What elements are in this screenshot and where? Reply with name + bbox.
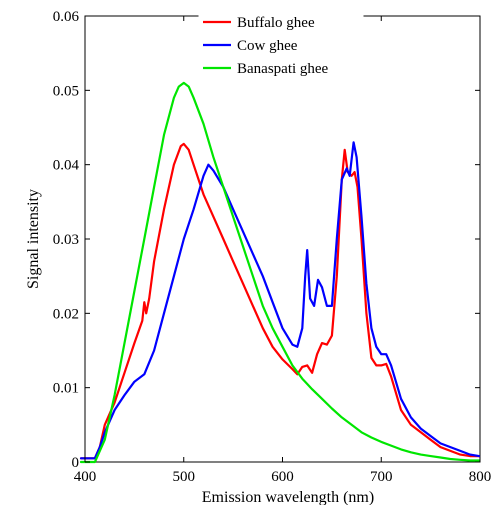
y-tick-label: 0.02 — [53, 306, 79, 322]
x-tick-label: 500 — [173, 469, 196, 485]
x-tick-label: 700 — [370, 469, 393, 485]
series-layer — [79, 81, 481, 464]
series-line-1 — [79, 142, 481, 460]
y-tick-label: 0.03 — [53, 232, 79, 248]
legend: Buffalo ghee Cow ghee Banaspati ghee — [198, 7, 364, 90]
y-tick-label: 0.04 — [53, 158, 80, 174]
y-axis-title: Signal intensity — [25, 189, 42, 289]
plot-area — [84, 15, 481, 463]
y-tick-label: 0.06 — [53, 9, 80, 25]
y-tick-labels: 0 0.01 0.02 0.03 0.04 0.05 0.06 — [53, 9, 80, 471]
legend-label: Buffalo ghee — [237, 15, 315, 31]
x-axis-title: Emission wavelength (nm) — [202, 489, 374, 505]
legend-label: Cow ghee — [237, 38, 298, 54]
y-tick-label: 0.05 — [53, 83, 79, 99]
x-tick-label: 600 — [271, 469, 294, 485]
y-tick-label: 0 — [72, 455, 80, 471]
series-line-2 — [79, 141, 481, 460]
x-tick-label: 800 — [469, 469, 492, 485]
x-tick-label: 400 — [74, 469, 97, 485]
y-tick-label: 0.01 — [53, 381, 79, 397]
x-tick-labels: 400 500 600 700 800 — [74, 469, 492, 485]
series-line-3 — [79, 81, 481, 464]
legend-label: Banaspati ghee — [237, 61, 329, 77]
